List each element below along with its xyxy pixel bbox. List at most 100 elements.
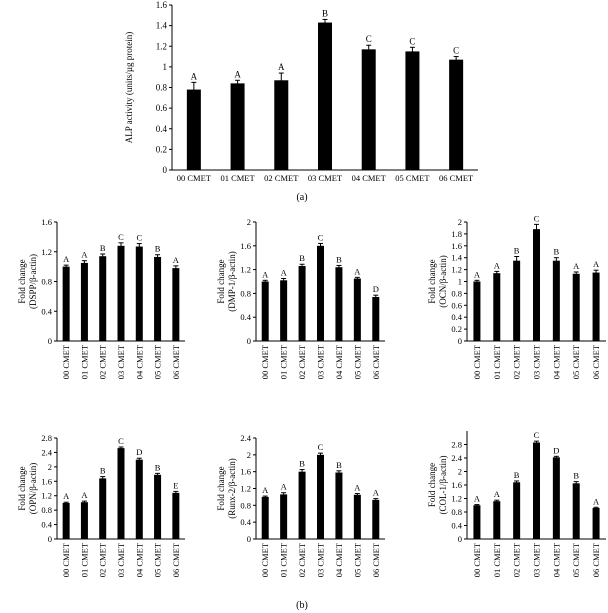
x-tick-label: 02 CMET [297,344,307,379]
significance-letter: D [136,447,142,457]
x-tick-label: 05 CMET [153,542,163,577]
x-tick-label: 04 CMET [334,344,344,379]
x-tick-label: 03 CMET [316,344,326,379]
y-axis-label-line: Fold change [216,259,226,303]
x-tick-label: 05 CMET [153,344,163,379]
x-tick-label: 02 CMET [512,542,522,577]
y-tick-label: 0.8 [156,83,168,93]
y-axis-label-line: (DSPP/β-actin) [28,254,38,309]
x-tick-label: 03 CMET [316,542,326,577]
significance-letter: A [278,62,285,72]
chart-dmp1: 0 0.4 0.8 1.2 1.6 2 Fold change(DMP-1/β-actin)… [216,217,385,379]
chart-runx2: 0 0.4 0.8 1.2 1.6 2 2.4 Fold change(Runx-2/β-ac… [216,433,385,577]
significance-letter: B [573,471,579,481]
bar [317,454,324,539]
significance-letter: B [299,253,305,263]
bar [592,507,600,539]
significance-letter: A [474,269,481,279]
bar [361,49,376,170]
significance-letter: B [554,247,560,257]
significance-letter: C [118,436,124,446]
chart-dspp: 0 0.4 0.8 1.2 1.6 Fold change(DSPP/β-actin) A 0… [17,217,185,379]
bar [135,246,143,341]
bar [186,89,201,170]
x-tick-label: 00 CMET [61,344,71,379]
significance-letter: B [100,466,106,476]
y-tick-label: 1.6 [156,0,168,10]
bar [135,459,143,539]
significance-letter: C [366,34,372,44]
bar [261,496,269,539]
significance-letter: C [318,442,324,452]
y-tick-label: 0.2 [156,144,167,154]
significance-letter: B [514,470,520,480]
x-tick-label: 06 CMET [371,542,381,577]
bar [372,296,380,341]
bar [172,492,180,539]
bar [335,267,343,341]
significance-letter: B [514,246,520,256]
y-tick-label: 2 [247,450,251,460]
y-axis-label-line: Fold change [216,466,226,510]
bar [533,442,540,539]
y-tick-label: 0 [458,534,462,544]
significance-letter: A [354,266,361,276]
x-tick-label: 06 CMET [439,173,474,183]
bar [80,502,88,539]
bar [493,501,501,539]
x-tick-label: 04 CMET [134,542,144,577]
significance-letter: C [118,232,124,242]
y-tick-label: 2 [458,467,462,477]
x-tick-label: 04 CMET [551,344,561,379]
y-tick-label: 2 [48,462,52,472]
x-tick-label: 03 CMET [532,344,542,379]
significance-letter: A [191,71,198,81]
x-tick-label: 00 CMET [260,344,270,379]
x-tick-label: 01 CMET [79,344,89,379]
y-tick-label: 0.8 [451,288,462,298]
x-tick-label: 02 CMET [98,542,108,577]
y-tick-label: 0.4 [41,306,52,316]
significance-letter: A [81,490,88,500]
bar [99,478,107,539]
significance-letter: A [173,255,180,265]
y-tick-label: 0 [48,336,52,346]
bar [473,505,481,539]
x-tick-label: 04 CMET [352,173,387,183]
bar [513,260,521,341]
y-axis-label-line: (COL-1/β-actin) [438,455,448,514]
bar [513,482,521,539]
y-tick-label: 1.6 [240,467,251,477]
significance-letter: C [534,430,540,440]
significance-letter: C [409,36,415,46]
y-tick-label: 0 [48,534,52,544]
bar [280,494,288,539]
y-axis-label: Fold change(DMP-1/β-actin) [216,251,237,312]
x-tick-label: 00 CMET [472,344,482,379]
y-axis-label-line: (Runx-2/β-actin) [227,458,237,519]
x-tick-label: 06 CMET [171,344,181,379]
significance-letter: C [534,213,540,223]
significance-letter: B [155,462,161,472]
significance-letter: B [336,254,342,264]
x-tick-label: 03 CMET [116,344,126,379]
x-tick-label: 01 CMET [492,542,502,577]
y-tick-label: 0.6 [451,300,462,310]
bar [298,266,306,341]
significance-letter: A [63,254,70,264]
y-tick-label: 1.2 [156,41,167,51]
significance-letter: B [100,243,106,253]
significance-letter: A [593,259,600,269]
bar [298,471,306,539]
x-tick-label: 06 CMET [591,542,601,577]
x-tick-label: 00 CMET [472,542,482,577]
y-axis-label: Fold change(OPN/β-actin) [17,463,38,515]
y-tick-label: 0.4 [240,517,251,527]
x-tick-label: 01 CMET [220,173,255,183]
y-tick-label: 0.4 [156,124,168,134]
y-axis-label: ALP activity (units/µg protein) [124,32,134,144]
y-tick-label: 1.2 [41,247,52,257]
bar [449,59,464,170]
